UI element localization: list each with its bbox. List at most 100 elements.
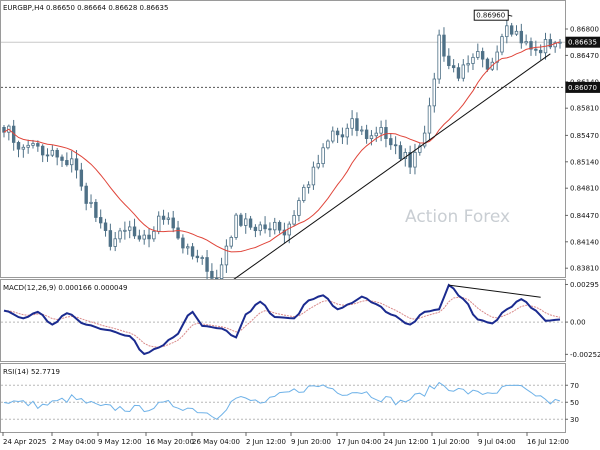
candle — [79, 162, 84, 191]
candle — [166, 212, 171, 225]
high-label: 0.86960 — [473, 9, 509, 21]
candle — [137, 229, 142, 242]
candle — [273, 217, 277, 235]
macd-signal-line — [3, 296, 561, 348]
rsi-line — [3, 381, 561, 420]
candle-body — [389, 138, 393, 146]
x-tick-label: 1 Jul 20:00 — [432, 438, 470, 446]
candle-body — [418, 145, 422, 153]
current-price-label-text: 0.86635 — [568, 39, 597, 47]
candle-body — [326, 140, 330, 149]
candle-body — [113, 238, 117, 247]
candle-body — [65, 160, 69, 166]
candle — [118, 227, 122, 243]
current-price-label-box — [565, 36, 600, 48]
macd-main-line — [3, 283, 561, 356]
candle-body — [123, 229, 127, 232]
candle — [113, 231, 117, 252]
price-tick-label: 0.84470 — [570, 212, 599, 220]
candle-body — [437, 34, 441, 80]
candle-body — [40, 145, 45, 156]
candle — [84, 182, 88, 211]
candle — [190, 243, 195, 260]
candle-body — [50, 149, 55, 156]
candle-body — [94, 201, 98, 218]
candle — [466, 55, 470, 73]
candle-body — [514, 30, 519, 35]
candle-body — [210, 270, 214, 279]
candle — [277, 220, 282, 234]
candle — [360, 125, 364, 136]
rising-trendline — [218, 53, 551, 291]
candle-body — [166, 217, 171, 220]
candle — [408, 145, 412, 174]
candle-body — [277, 221, 282, 231]
support-price-label-text: 0.86070 — [568, 84, 597, 92]
macd-tick-label: -0.002529 — [570, 351, 600, 359]
candle — [205, 250, 209, 280]
candle-body — [258, 224, 262, 232]
candle-body — [369, 135, 374, 139]
price-reference-lines — [1, 41, 565, 88]
x-tick-label: 2 Jun 12:00 — [246, 438, 286, 446]
candle-body — [69, 158, 74, 166]
candle — [471, 53, 475, 70]
candle-body — [340, 134, 345, 138]
macd-divergence-line — [448, 284, 541, 298]
candle — [200, 255, 204, 265]
candle — [16, 140, 21, 158]
price-tick-label: 0.84140 — [570, 238, 599, 246]
candle-body — [287, 223, 291, 236]
candle — [132, 218, 137, 239]
candle — [509, 22, 514, 37]
candle — [331, 126, 335, 144]
candle-body — [147, 234, 151, 240]
candle-body — [427, 105, 432, 134]
candle-body — [447, 55, 451, 67]
candle — [123, 221, 127, 240]
candle-body — [534, 48, 538, 51]
candle-body — [355, 118, 359, 131]
candle — [239, 212, 243, 228]
high-label-text: 0.86960 — [476, 12, 505, 20]
candle-body — [471, 56, 475, 64]
candle-body — [181, 237, 185, 249]
candle-body — [500, 36, 504, 53]
rsi-y-axis: 70 50 30 — [565, 382, 579, 424]
price-panel: EURGBP,H4 0.86650 0.86664 0.86628 0.8663… — [0, 0, 600, 307]
support-price-label-box — [565, 81, 600, 93]
candle-body — [311, 166, 316, 186]
candle — [74, 150, 79, 179]
candle-body — [509, 25, 514, 35]
moving-average-line — [3, 41, 561, 253]
macd-panel: MACD(12,26,9) 0.000166 0.000049 0.002950… — [0, 279, 600, 362]
candle — [398, 141, 403, 161]
candle-body — [128, 226, 132, 231]
x-tick-label: 16 May 20:00 — [146, 438, 194, 446]
candle-body — [132, 226, 137, 237]
rsi-panel: RSI(14) 52.7719 70 50 30 — [0, 363, 579, 433]
candle-body — [171, 217, 175, 229]
candle — [500, 33, 504, 56]
candle — [514, 25, 519, 36]
price-tick-label: 0.86800 — [570, 26, 599, 34]
candle — [480, 47, 485, 68]
candle — [152, 226, 156, 242]
candle-body — [529, 41, 533, 50]
candle — [306, 181, 311, 194]
price-y-axis: 0.868000.864700.861400.858100.854700.851… — [565, 26, 599, 273]
candle — [94, 199, 98, 222]
candle — [451, 59, 456, 73]
candle-body — [142, 234, 146, 240]
x-tick-label: 9 May 12:00 — [98, 438, 142, 446]
candle — [519, 23, 524, 49]
candle — [147, 227, 151, 248]
candle — [447, 48, 451, 70]
candle-body — [219, 264, 224, 279]
candle-body — [451, 65, 456, 69]
candle-body — [195, 255, 200, 259]
candle — [224, 239, 229, 273]
candle — [244, 212, 248, 234]
candle-body — [26, 144, 30, 148]
macd-title: MACD(12,26,9) 0.000166 0.000049 — [3, 284, 127, 292]
